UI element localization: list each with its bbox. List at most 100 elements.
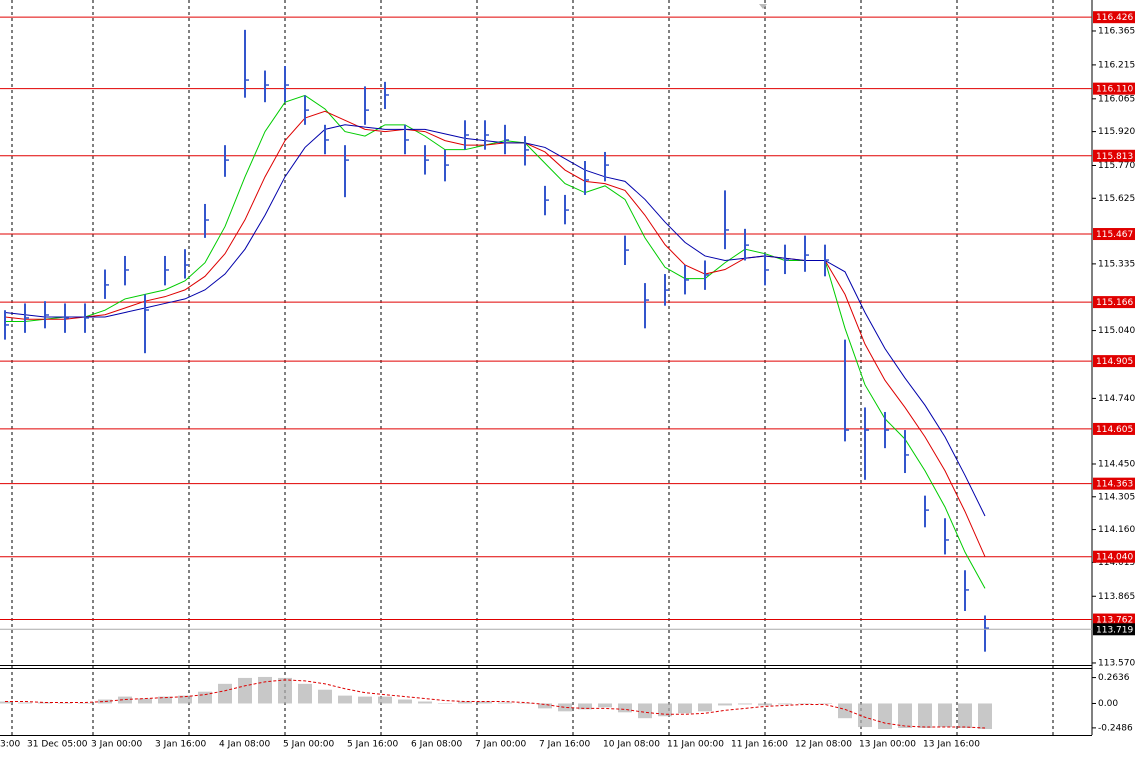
level-label: 114.905 bbox=[1096, 357, 1133, 367]
vertical-grid bbox=[11, 0, 1054, 735]
macd-histogram-bar bbox=[978, 703, 992, 730]
x-tick-label: 10 Jan 08:00 bbox=[603, 740, 660, 750]
macd-histogram-bar bbox=[218, 683, 232, 704]
macd-histogram-bar bbox=[258, 676, 272, 704]
macd-histogram-bar bbox=[758, 703, 772, 706]
macd-histogram-bar bbox=[358, 696, 372, 704]
macd-histogram-bar bbox=[678, 703, 692, 714]
level-label-box bbox=[1093, 477, 1135, 490]
macd-histogram-bar bbox=[138, 698, 152, 704]
level-label-box bbox=[1093, 296, 1135, 309]
level-label: 114.605 bbox=[1096, 425, 1133, 435]
y-tick-label: 115.625 bbox=[1098, 194, 1135, 204]
macd-histogram-bar bbox=[238, 677, 252, 704]
macd-histogram-bar bbox=[198, 691, 212, 704]
macd-histogram-bar bbox=[558, 703, 572, 712]
macd-y-tick-label: 0.2636 bbox=[1098, 673, 1130, 683]
macd-histogram-bar bbox=[598, 703, 612, 708]
y-tick-label: 115.920 bbox=[1098, 127, 1135, 137]
macd-histogram-bar bbox=[778, 703, 792, 705]
macd-histogram-bar bbox=[858, 703, 872, 728]
x-tick-label: 13 Jan 00:00 bbox=[859, 740, 916, 750]
macd-histogram-bar bbox=[318, 689, 332, 704]
x-tick-label: 6 Jan 08:00 bbox=[411, 740, 463, 750]
y-tick-label: 114.450 bbox=[1098, 459, 1135, 469]
y-tick-label: 116.215 bbox=[1098, 60, 1135, 70]
macd-y-tick-label: 0.00 bbox=[1098, 699, 1118, 709]
macd-histogram-bar bbox=[338, 695, 352, 704]
macd-histogram-bar bbox=[578, 703, 592, 710]
x-tick-label: 3:00 bbox=[0, 740, 20, 750]
level-label-box bbox=[1093, 11, 1135, 24]
macd-histogram-bar bbox=[958, 703, 972, 729]
macd-histogram-bar bbox=[818, 703, 832, 704]
macd-histogram-bar bbox=[458, 701, 472, 704]
x-tick-label: 3 Jan 16:00 bbox=[155, 740, 207, 750]
y-tick-label: 115.335 bbox=[1098, 259, 1135, 269]
macd-histogram-bar bbox=[58, 703, 72, 704]
x-tick-label: 13 Jan 16:00 bbox=[923, 740, 980, 750]
level-label-box bbox=[1093, 613, 1135, 626]
level-label-box bbox=[1093, 228, 1135, 241]
macd-histogram-bar bbox=[918, 703, 932, 729]
macd-histogram-bar bbox=[298, 683, 312, 704]
y-tick-label: 114.015 bbox=[1098, 558, 1135, 568]
x-tick-label: 3 Jan 00:00 bbox=[91, 740, 143, 750]
x-tick-label: 5 Jan 00:00 bbox=[283, 740, 335, 750]
shift-marker bbox=[759, 4, 767, 9]
macd-histogram-bar bbox=[938, 703, 952, 728]
x-tick-label: 12 Jan 08:00 bbox=[795, 740, 852, 750]
x-tick-label: 11 Jan 16:00 bbox=[731, 740, 788, 750]
macd-histogram-bar bbox=[378, 696, 392, 704]
macd-histogram-bar bbox=[878, 703, 892, 730]
y-tick-label: 114.740 bbox=[1098, 394, 1135, 404]
moving-average bbox=[4, 124, 986, 517]
macd-histogram-bar bbox=[898, 703, 912, 729]
macd-y-tick-label: -0.2486 bbox=[1098, 723, 1133, 733]
macd-histogram-bar bbox=[538, 703, 552, 709]
macd-histogram-bar bbox=[158, 696, 172, 704]
y-tick-label: 115.040 bbox=[1098, 326, 1135, 336]
macd-histogram-bar bbox=[718, 703, 732, 706]
current-price-label: 113.719 bbox=[1096, 625, 1133, 635]
macd-histogram-bar bbox=[398, 699, 412, 704]
macd-histogram-bar bbox=[278, 677, 292, 704]
level-label-box bbox=[1093, 550, 1135, 563]
macd-histogram-bar bbox=[658, 703, 672, 717]
y-tick-label: 113.865 bbox=[1098, 592, 1135, 602]
macd-histogram-bar bbox=[78, 703, 92, 704]
macd-histogram-bar bbox=[418, 701, 432, 704]
macd-histogram-bar bbox=[798, 703, 812, 704]
macd-histogram-bar bbox=[638, 703, 652, 719]
macd-histogram-bar bbox=[0, 701, 12, 704]
macd-histogram-bar bbox=[498, 702, 512, 704]
macd-histogram-bar bbox=[518, 703, 532, 704]
level-label: 114.040 bbox=[1096, 553, 1133, 563]
x-tick-label: 11 Jan 00:00 bbox=[667, 740, 724, 750]
macd-histogram-bar bbox=[478, 701, 492, 704]
y-tick-label: 115.770 bbox=[1098, 161, 1135, 171]
level-label: 115.166 bbox=[1096, 298, 1133, 308]
macd-signal bbox=[5, 679, 986, 729]
macd-histogram-bar bbox=[178, 695, 192, 704]
level-label: 113.762 bbox=[1096, 616, 1133, 626]
level-label: 115.467 bbox=[1096, 230, 1133, 240]
y-tick-label: 113.570 bbox=[1098, 658, 1135, 668]
level-label: 116.426 bbox=[1096, 13, 1133, 23]
level-label: 116.110 bbox=[1096, 85, 1133, 95]
x-tick-label: 7 Jan 00:00 bbox=[475, 740, 527, 750]
macd-histogram-bar bbox=[618, 703, 632, 713]
level-label-box bbox=[1093, 149, 1135, 162]
y-tick-label: 114.160 bbox=[1098, 525, 1135, 535]
macd-histogram-bar bbox=[438, 703, 452, 704]
x-tick-label: 7 Jan 16:00 bbox=[539, 740, 591, 750]
macd-histogram-bar bbox=[838, 703, 852, 719]
level-label-box bbox=[1093, 422, 1135, 435]
level-label: 114.363 bbox=[1096, 480, 1133, 490]
y-tick-label: 114.305 bbox=[1098, 492, 1135, 502]
y-tick-label: 116.065 bbox=[1098, 94, 1135, 104]
level-label: 115.813 bbox=[1096, 152, 1133, 162]
level-label-box bbox=[1093, 355, 1135, 368]
